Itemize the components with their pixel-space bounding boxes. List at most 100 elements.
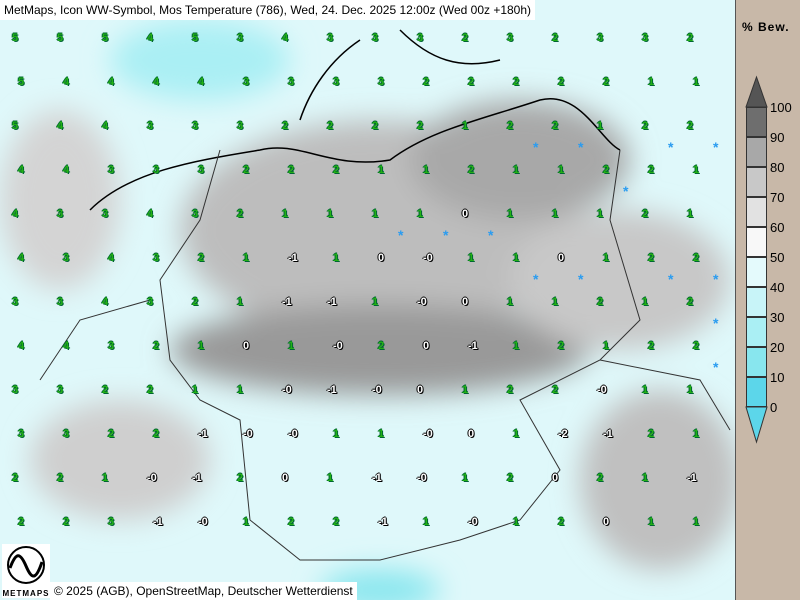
station-temperature: 3 [12,384,19,396]
station-temperature: 1 [642,384,649,396]
station-temperature: 2 [507,120,514,132]
clear-area [110,20,290,100]
station-temperature: 4 [12,208,19,220]
station-temperature: 4 [147,208,154,220]
legend-color-step [746,227,767,257]
station-temperature: 3 [642,32,649,44]
station-temperature: 1 [507,208,514,220]
station-temperature: 1 [513,340,520,352]
station-temperature: -1 [372,472,382,484]
station-temperature: 3 [243,76,250,88]
station-temperature: 4 [18,164,25,176]
station-temperature: 2 [648,164,655,176]
station-temperature: 0 [282,472,289,484]
station-temperature: 1 [378,164,385,176]
snow-asterisk-icon: * [623,183,629,199]
legend-label: 40 [770,280,785,295]
station-temperature: 0 [423,340,430,352]
station-temperature: 2 [507,384,514,396]
station-temperature: 1 [237,296,244,308]
copyright-footer: © 2025 (AGB), OpenStreetMap, Deutscher W… [50,582,357,600]
station-temperature: 2 [552,32,559,44]
station-temperature: 2 [417,120,424,132]
station-temperature: -0 [423,428,433,440]
station-temperature: 5 [102,32,109,44]
station-temperature: 1 [198,340,205,352]
station-temperature: 2 [693,252,700,264]
station-temperature: 5 [12,32,19,44]
snow-asterisk-icon: * [668,139,674,155]
station-temperature: 3 [417,32,424,44]
station-temperature: 2 [558,76,565,88]
station-temperature: 1 [693,164,700,176]
station-temperature: 4 [153,76,160,88]
station-temperature: -1 [198,428,208,440]
station-temperature: 4 [108,76,115,88]
station-temperature: 1 [372,296,379,308]
station-temperature: -0 [417,472,427,484]
station-temperature: -1 [282,296,292,308]
station-temperature: 1 [693,76,700,88]
station-temperature: 4 [147,32,154,44]
station-temperature: 2 [513,76,520,88]
station-temperature: 1 [507,296,514,308]
station-temperature: 1 [243,252,250,264]
station-temperature: 1 [513,428,520,440]
station-temperature: 2 [423,76,430,88]
station-temperature: 0 [462,296,469,308]
station-temperature: -1 [603,428,613,440]
legend-bottom-arrow [745,406,768,444]
station-temperature: 2 [153,428,160,440]
station-temperature: 1 [597,208,604,220]
station-temperature: 2 [597,472,604,484]
station-temperature: 2 [468,76,475,88]
station-temperature: -0 [597,384,607,396]
station-temperature: 3 [192,120,199,132]
station-temperature: 3 [57,296,64,308]
snow-asterisk-icon: * [578,139,584,155]
station-temperature: 0 [468,428,475,440]
station-temperature: 1 [243,516,250,528]
station-temperature: -1 [468,340,478,352]
station-temperature: 2 [153,340,160,352]
station-temperature: 3 [198,164,205,176]
station-temperature: -0 [372,384,382,396]
station-temperature: 2 [12,472,19,484]
station-temperature: 1 [192,384,199,396]
logo-wave-icon [7,546,45,584]
station-temperature: -1 [192,472,202,484]
weather-map[interactable]: 5 5 5 4 5 3 4 3 3 3 2 3 2 3 3 2 5 4 4 4 4 3 3 3 3 2 2 2 2 2 1 1 5 4 4 3 3 3 2 2… [0,0,735,600]
station-temperature: 2 [687,296,694,308]
station-temperature: 2 [597,296,604,308]
station-temperature: 3 [237,32,244,44]
station-temperature: 1 [648,516,655,528]
station-temperature: 1 [468,252,475,264]
station-temperature: 3 [108,164,115,176]
station-temperature: 4 [63,164,70,176]
station-temperature: 0 [417,384,424,396]
station-temperature: -2 [558,428,568,440]
station-temperature: 5 [192,32,199,44]
legend-label: 60 [770,220,785,235]
snow-asterisk-icon: * [713,315,719,331]
cloud-cover-legend: % Bew. 100 90 80 70 60 50 40 30 20 10 0 [735,0,800,600]
station-temperature: -0 [243,428,253,440]
cloud-cover-layer [0,20,735,600]
station-temperature: 2 [378,340,385,352]
station-temperature: 3 [63,252,70,264]
station-temperature: 3 [63,428,70,440]
station-temperature: 2 [198,252,205,264]
station-temperature: 1 [282,208,289,220]
cloud-area [0,110,120,290]
station-temperature: 3 [147,120,154,132]
station-temperature: 1 [423,516,430,528]
station-temperature: 4 [102,296,109,308]
station-temperature: 1 [693,428,700,440]
station-temperature: 2 [552,384,559,396]
station-temperature: 4 [57,120,64,132]
legend-title: % Bew. [742,20,790,34]
map-title: MetMaps, Icon WW-Symbol, Mos Temperature… [0,0,536,20]
legend-label: 80 [770,160,785,175]
station-temperature: 2 [507,472,514,484]
station-temperature: -0 [423,252,433,264]
